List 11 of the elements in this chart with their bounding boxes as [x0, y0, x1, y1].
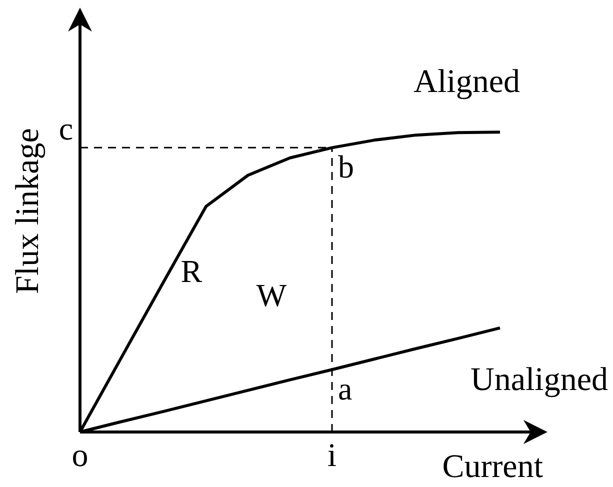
annotation: a: [338, 370, 352, 407]
ref-line-label: c: [58, 110, 74, 147]
y-axis-title: Flux linkage: [10, 128, 46, 294]
series-label: Unaligned: [470, 362, 608, 398]
series-label: Aligned: [414, 64, 520, 100]
annotation: b: [338, 148, 354, 185]
x-axis-title: Current: [442, 449, 543, 485]
annotation: W: [256, 277, 288, 313]
x-tick-label: i: [327, 438, 337, 474]
x-tick-label: o: [72, 438, 88, 474]
annotation: R: [180, 253, 203, 289]
